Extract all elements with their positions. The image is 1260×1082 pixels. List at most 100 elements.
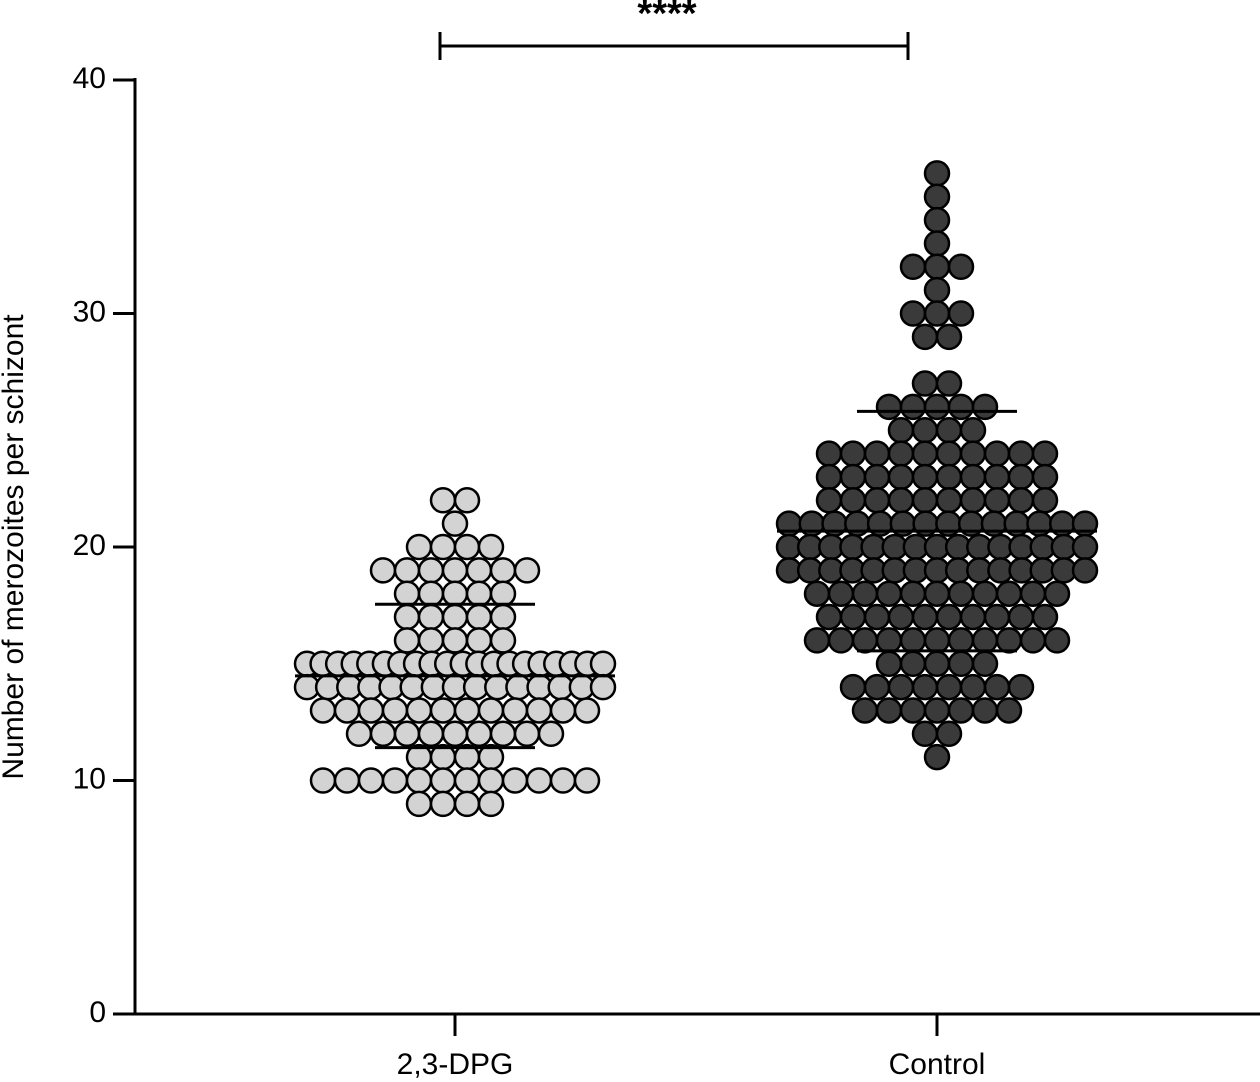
data-point [863, 440, 891, 467]
data-point [1031, 487, 1059, 514]
data-point [369, 557, 397, 584]
data-point [923, 276, 951, 304]
data-point [959, 603, 987, 631]
data-point [875, 580, 903, 607]
y-tick-label: 40 [73, 62, 106, 95]
data-point [923, 300, 951, 327]
data-point [911, 440, 939, 467]
data-point [333, 697, 361, 724]
data-point [935, 673, 963, 701]
data-point [875, 697, 903, 724]
data-point [947, 627, 975, 654]
data-point [971, 393, 999, 421]
data-point [923, 650, 951, 677]
data-point [959, 463, 987, 491]
data-point [429, 790, 457, 818]
data-point [489, 720, 517, 748]
data-point [453, 767, 481, 794]
data-point [477, 533, 505, 561]
data-point [875, 650, 903, 677]
data-point [405, 790, 433, 818]
data-point [309, 697, 337, 724]
data-point [417, 603, 445, 631]
data-point [453, 487, 481, 514]
data-point [1007, 603, 1035, 631]
data-point [935, 720, 963, 748]
data-point [839, 440, 867, 467]
data-point [923, 206, 951, 234]
data-point [1019, 580, 1047, 607]
data-point [549, 767, 577, 794]
x-tick-label: Control [889, 1048, 986, 1081]
data-point [827, 627, 855, 654]
data-point [875, 393, 903, 421]
data-point [935, 487, 963, 514]
data-point [911, 673, 939, 701]
data-point [549, 697, 577, 724]
data-point [453, 533, 481, 561]
data-point [863, 463, 891, 491]
data-point [947, 580, 975, 607]
data-point [935, 370, 963, 397]
data-point [441, 557, 469, 584]
data-point [393, 627, 421, 654]
data-point [995, 580, 1023, 607]
data-point [923, 743, 951, 771]
data-point [887, 603, 915, 631]
data-point [489, 603, 517, 631]
data-point [405, 767, 433, 794]
data-point [1031, 440, 1059, 467]
data-point [417, 557, 445, 584]
data-point [429, 697, 457, 724]
data-point [923, 183, 951, 210]
data-point [513, 720, 541, 748]
data-point [923, 230, 951, 257]
data-point [1071, 557, 1099, 584]
data-point [465, 557, 493, 584]
data-point [899, 697, 927, 724]
data-point [911, 603, 939, 631]
data-point [971, 650, 999, 677]
data-point [851, 580, 879, 607]
data-point [393, 580, 421, 607]
data-point [971, 697, 999, 724]
data-point [971, 627, 999, 654]
data-point [417, 720, 445, 748]
data-point [525, 767, 553, 794]
data-point [899, 253, 927, 281]
data-point [453, 697, 481, 724]
data-point [501, 697, 529, 724]
data-point [947, 650, 975, 677]
data-point [815, 440, 843, 467]
y-tick-label: 0 [89, 996, 106, 1029]
data-point [911, 720, 939, 748]
data-point [923, 393, 951, 421]
data-point [863, 673, 891, 701]
data-point [1031, 603, 1059, 631]
data-point [1007, 673, 1035, 701]
y-axis-label: Number of merozoites per schizont [0, 314, 30, 780]
y-tick-label: 10 [73, 762, 106, 795]
data-point [1007, 440, 1035, 467]
data-point [525, 697, 553, 724]
data-point [333, 767, 361, 794]
data-point [357, 697, 385, 724]
data-point [1031, 463, 1059, 491]
data-point [573, 697, 601, 724]
data-point [935, 440, 963, 467]
data-point [357, 767, 385, 794]
data-point [453, 790, 481, 818]
data-point [911, 463, 939, 491]
data-point [899, 650, 927, 677]
data-point [935, 417, 963, 444]
data-point [441, 627, 469, 654]
data-point [477, 767, 505, 794]
data-point [827, 580, 855, 607]
data-point [441, 603, 469, 631]
data-point [345, 720, 373, 748]
data-point [947, 300, 975, 327]
data-point [1019, 627, 1047, 654]
data-point [947, 393, 975, 421]
data-point [381, 767, 409, 794]
data-point [441, 720, 469, 748]
